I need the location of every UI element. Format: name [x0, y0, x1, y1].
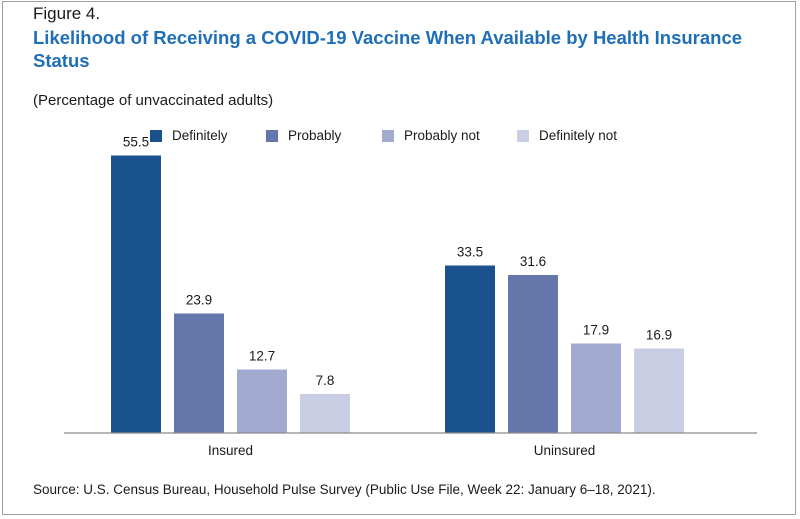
legend-label-probably: Probably	[288, 128, 342, 143]
bar-uninsured-probably	[508, 275, 558, 433]
data-label-insured-definitely-not: 7.8	[316, 373, 335, 388]
legend-item-probably: Probably	[266, 128, 341, 143]
bar-insured-definitely	[111, 155, 161, 433]
category-label-uninsured: Uninsured	[534, 443, 596, 458]
legend-item-probably-not: Probably not	[382, 128, 480, 143]
bar-uninsured-definitely	[445, 265, 495, 433]
category-labels-group: Insured Uninsured	[208, 443, 595, 458]
legend-label-probably-not: Probably not	[404, 128, 480, 143]
bar-uninsured-probably-not	[571, 343, 621, 433]
legend-swatch-definitely-not	[517, 129, 529, 142]
bar-insured-definitely-not	[300, 394, 350, 433]
bars-group: 55.5 23.9 12.7 7.8 33.5 31.6 17.9 16.9	[111, 135, 684, 433]
data-label-uninsured-definitely: 33.5	[457, 245, 483, 260]
data-label-insured-probably: 23.9	[186, 293, 212, 308]
data-label-insured-definitely: 55.5	[123, 135, 149, 150]
legend-item-definitely-not: Definitely not	[517, 128, 617, 143]
data-label-uninsured-probably: 31.6	[520, 254, 546, 269]
data-label-uninsured-definitely-not: 16.9	[646, 328, 672, 343]
legend-swatch-probably	[266, 129, 278, 142]
bar-insured-probably-not	[237, 369, 287, 433]
figure-label: Figure 4.	[33, 4, 101, 23]
legend-item-definitely: Definitely	[150, 128, 228, 143]
chart-title: Likelihood of Receiving a COVID-19 Vacci…	[33, 27, 743, 71]
chart-subtitle: (Percentage of unvaccinated adults)	[33, 92, 274, 109]
source-note: Source: U.S. Census Bureau, Household Pu…	[33, 482, 656, 497]
legend-swatch-probably-not	[382, 129, 394, 142]
data-label-uninsured-probably-not: 17.9	[583, 323, 609, 338]
data-label-insured-probably-not: 12.7	[249, 349, 275, 364]
bar-uninsured-definitely-not	[634, 348, 684, 433]
bar-insured-probably	[174, 313, 224, 433]
legend-label-definitely: Definitely	[172, 128, 228, 143]
chart-legend: Definitely Probably Probably not Definit…	[0, 128, 800, 148]
legend-swatch-definitely	[150, 129, 162, 142]
legend-label-definitely-not: Definitely not	[539, 128, 618, 143]
category-label-insured: Insured	[208, 443, 253, 458]
